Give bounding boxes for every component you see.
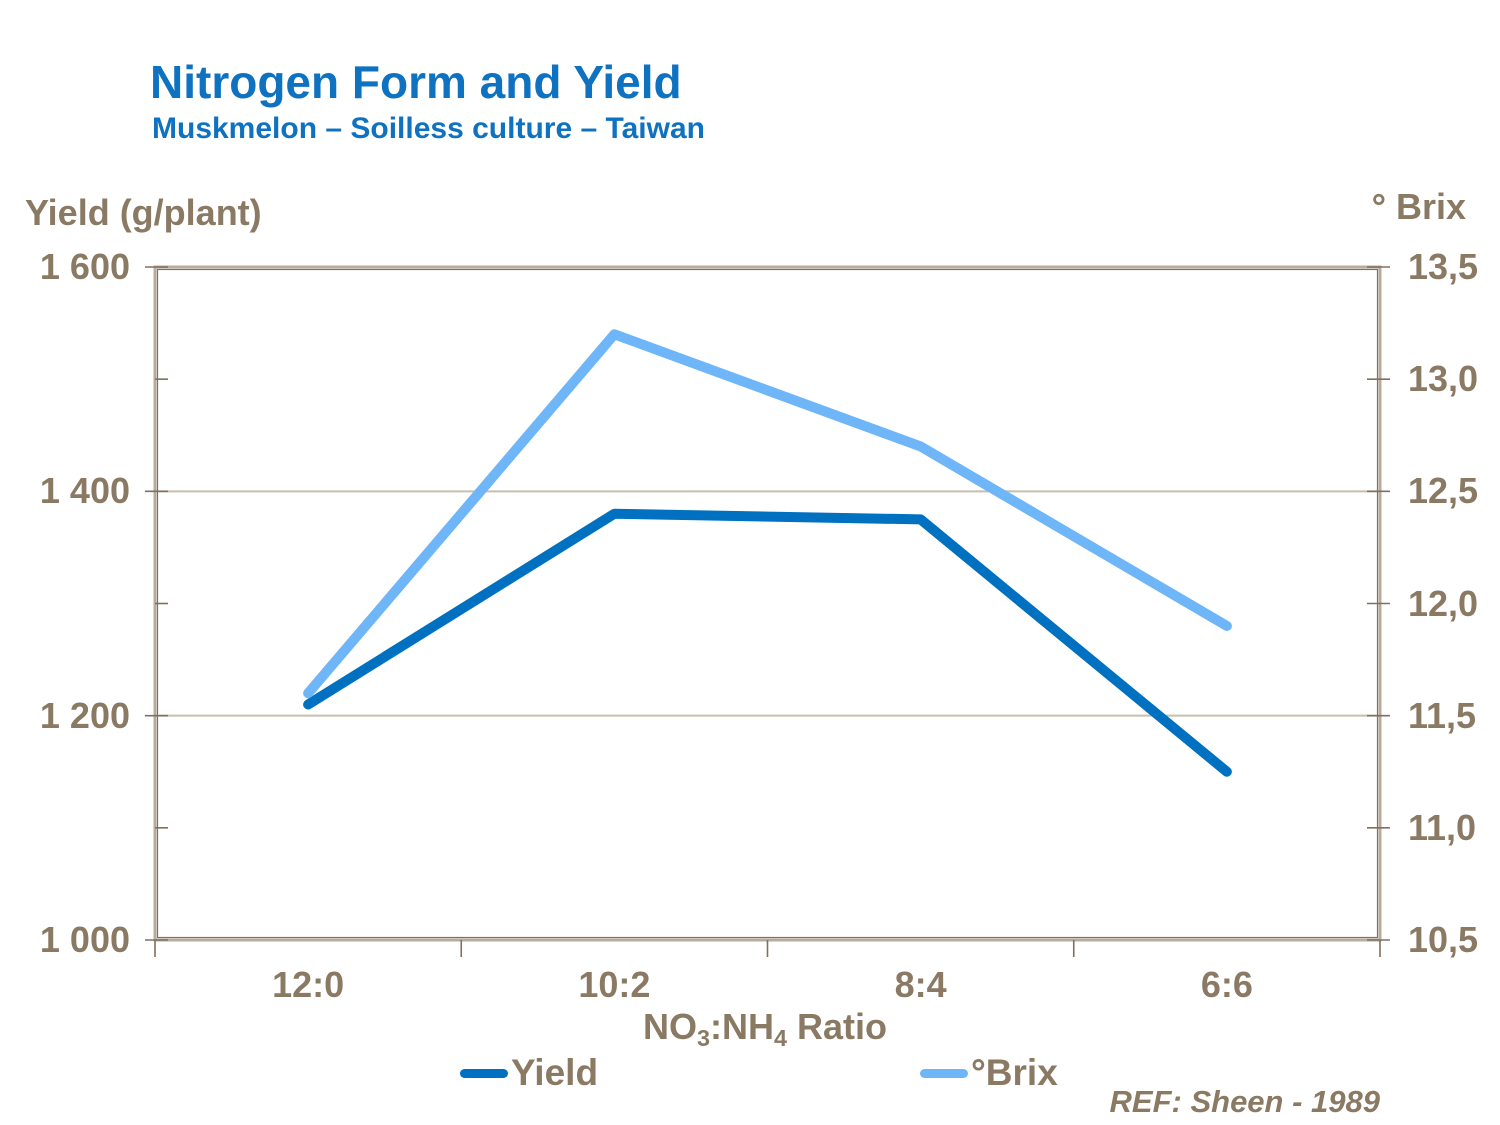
left-axis-tick-label: 1 400: [39, 470, 130, 512]
x-axis-tick-label: 6:6: [1200, 964, 1253, 1005]
legend-label: Yield: [511, 1052, 599, 1093]
x-axis-tick-label: 12:0: [272, 964, 345, 1005]
x-axis-tick-label: 8:4: [894, 964, 947, 1005]
right-axis-tick-label: 12,0: [1408, 582, 1479, 624]
chart-subtitle: Muskmelon – Soilless culture – Taiwan: [152, 112, 705, 145]
x-axis-title-subscript: 3: [696, 1024, 710, 1051]
right-axis-tick-label: 13,5: [1408, 246, 1479, 287]
right-axis-title: ° Brix: [1371, 186, 1466, 227]
legend-swatch: [920, 1068, 968, 1078]
x-axis-title-text: Ratio: [787, 1006, 888, 1047]
legend-entry-yield: Yield: [460, 1052, 599, 1093]
x-axis-title: NO3:NH4 Ratio: [642, 1006, 888, 1051]
x-axis-tick-label: 10:2: [578, 964, 651, 1005]
legend-label: °Brix: [971, 1052, 1058, 1093]
right-axis-tick-label: 12,5: [1408, 470, 1479, 512]
legend-entry-brix: °Brix: [920, 1052, 1058, 1093]
left-axis-title: Yield (g/plant): [25, 192, 262, 233]
brix-line: [303, 329, 1232, 699]
x-axis-title-text: NO: [642, 1006, 697, 1047]
left-axis-tick-label: 1 000: [39, 919, 130, 960]
chart-title: Nitrogen Form and Yield: [150, 56, 682, 108]
left-axis-tick-label: 1 200: [39, 694, 130, 736]
right-axis-tick-label: 11,5: [1408, 694, 1477, 736]
x-axis-title-text: :NH: [710, 1006, 774, 1047]
right-axis-tick-label: 11,0: [1408, 806, 1477, 848]
left-axis-tick-label: 1 600: [39, 246, 130, 287]
right-axis-tick-label: 10,5: [1408, 919, 1479, 960]
x-axis-title-subscript: 4: [773, 1024, 787, 1051]
reference-note: REF: Sheen - 1989: [1109, 1084, 1380, 1119]
yield-line: [303, 508, 1232, 777]
right-axis-tick-label: 13,0: [1408, 358, 1479, 400]
legend-swatch: [460, 1068, 508, 1078]
